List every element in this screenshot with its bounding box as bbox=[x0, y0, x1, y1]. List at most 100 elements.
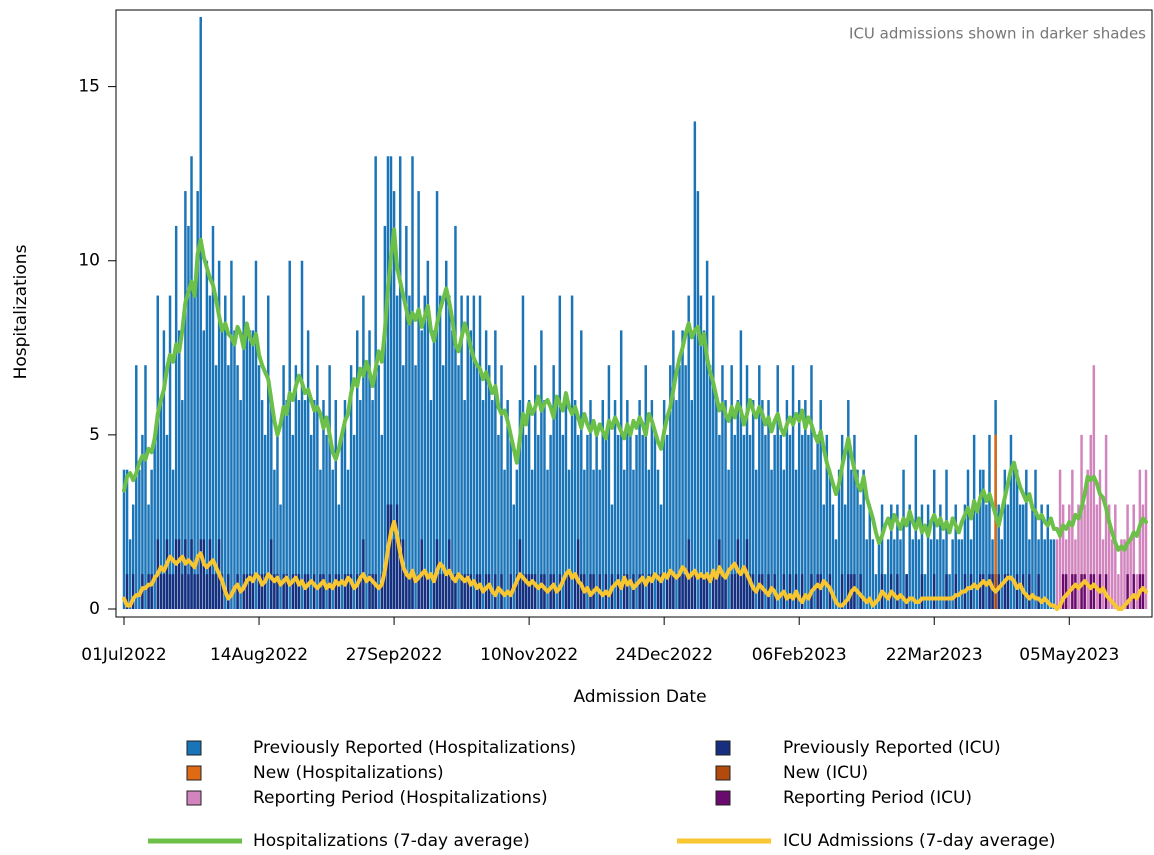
bar bbox=[865, 539, 868, 609]
bar bbox=[543, 574, 546, 609]
bar bbox=[1015, 469, 1019, 609]
legend-label: Previously Reported (Hospitalizations) bbox=[253, 738, 576, 758]
x-tick-label: 22Mar2023 bbox=[886, 645, 983, 665]
bar bbox=[687, 295, 690, 609]
bar bbox=[1092, 365, 1096, 609]
bar bbox=[144, 365, 147, 609]
bar bbox=[423, 295, 427, 609]
bar bbox=[451, 574, 454, 609]
bar bbox=[276, 434, 279, 609]
bar bbox=[840, 434, 844, 609]
bar bbox=[515, 469, 519, 609]
bar bbox=[745, 365, 749, 609]
bar bbox=[214, 365, 218, 609]
bar bbox=[1083, 504, 1086, 609]
bar bbox=[159, 400, 163, 609]
bar bbox=[242, 295, 245, 609]
plot-frame bbox=[115, 9, 1153, 618]
bar bbox=[245, 330, 248, 609]
bar bbox=[705, 574, 709, 609]
bar bbox=[518, 400, 522, 609]
legend-swatch bbox=[715, 765, 731, 781]
bar bbox=[641, 574, 644, 609]
bar bbox=[856, 469, 859, 609]
bar bbox=[291, 574, 295, 609]
bar bbox=[736, 539, 740, 609]
bar bbox=[466, 574, 469, 609]
bar bbox=[199, 539, 202, 609]
x-axis-title: Admission Date bbox=[573, 687, 706, 707]
bar bbox=[650, 400, 654, 609]
bar bbox=[448, 295, 451, 609]
bar bbox=[822, 504, 825, 609]
bar bbox=[1117, 574, 1120, 609]
bar bbox=[1037, 574, 1040, 609]
bar bbox=[168, 574, 172, 609]
bar bbox=[751, 574, 755, 609]
bar bbox=[552, 574, 555, 609]
bar bbox=[905, 574, 908, 609]
bar bbox=[678, 365, 681, 609]
legend-label: New (ICU) bbox=[783, 763, 868, 783]
bar bbox=[254, 260, 258, 609]
bar bbox=[662, 400, 666, 609]
bar bbox=[1012, 469, 1016, 609]
bar bbox=[438, 574, 442, 609]
bar bbox=[871, 539, 875, 609]
bar bbox=[282, 365, 285, 609]
bar bbox=[773, 434, 776, 609]
bar bbox=[334, 400, 338, 609]
bar bbox=[1055, 539, 1059, 609]
bar bbox=[184, 539, 187, 609]
bar bbox=[328, 574, 331, 609]
bar bbox=[481, 400, 485, 609]
bar bbox=[853, 574, 856, 609]
bar bbox=[696, 191, 700, 609]
bar bbox=[619, 330, 623, 609]
bar bbox=[386, 156, 390, 609]
bar bbox=[509, 434, 512, 609]
bar bbox=[239, 400, 242, 609]
bar bbox=[788, 434, 792, 609]
bar bbox=[150, 469, 153, 609]
bar bbox=[715, 400, 718, 609]
bar bbox=[837, 469, 841, 609]
bar bbox=[681, 330, 684, 609]
bar bbox=[199, 16, 202, 610]
bar bbox=[297, 574, 301, 609]
bar bbox=[561, 434, 565, 609]
bar bbox=[398, 156, 402, 609]
bar bbox=[705, 260, 709, 609]
bar bbox=[230, 260, 233, 609]
bar bbox=[466, 295, 469, 609]
bar bbox=[1046, 504, 1050, 609]
bar bbox=[1120, 539, 1123, 609]
bar bbox=[392, 191, 396, 609]
bar bbox=[196, 191, 199, 609]
bar bbox=[932, 469, 936, 609]
bar bbox=[494, 330, 497, 609]
bar bbox=[426, 574, 430, 609]
bar bbox=[659, 574, 663, 609]
bar bbox=[828, 469, 832, 609]
bar bbox=[708, 365, 712, 609]
bar bbox=[233, 330, 236, 609]
bar bbox=[840, 574, 844, 609]
bar bbox=[899, 539, 902, 609]
bar bbox=[665, 574, 669, 609]
bar bbox=[896, 574, 899, 609]
bar bbox=[202, 330, 206, 609]
legend-swatch bbox=[715, 740, 731, 756]
bar bbox=[260, 400, 264, 609]
bar bbox=[770, 469, 773, 609]
bar bbox=[721, 574, 724, 609]
bar bbox=[534, 574, 537, 609]
bar bbox=[181, 574, 184, 609]
bar bbox=[383, 574, 387, 609]
bar bbox=[810, 365, 813, 609]
bar bbox=[181, 400, 184, 609]
bar bbox=[478, 574, 482, 609]
bar bbox=[721, 365, 724, 609]
bar bbox=[942, 539, 945, 609]
